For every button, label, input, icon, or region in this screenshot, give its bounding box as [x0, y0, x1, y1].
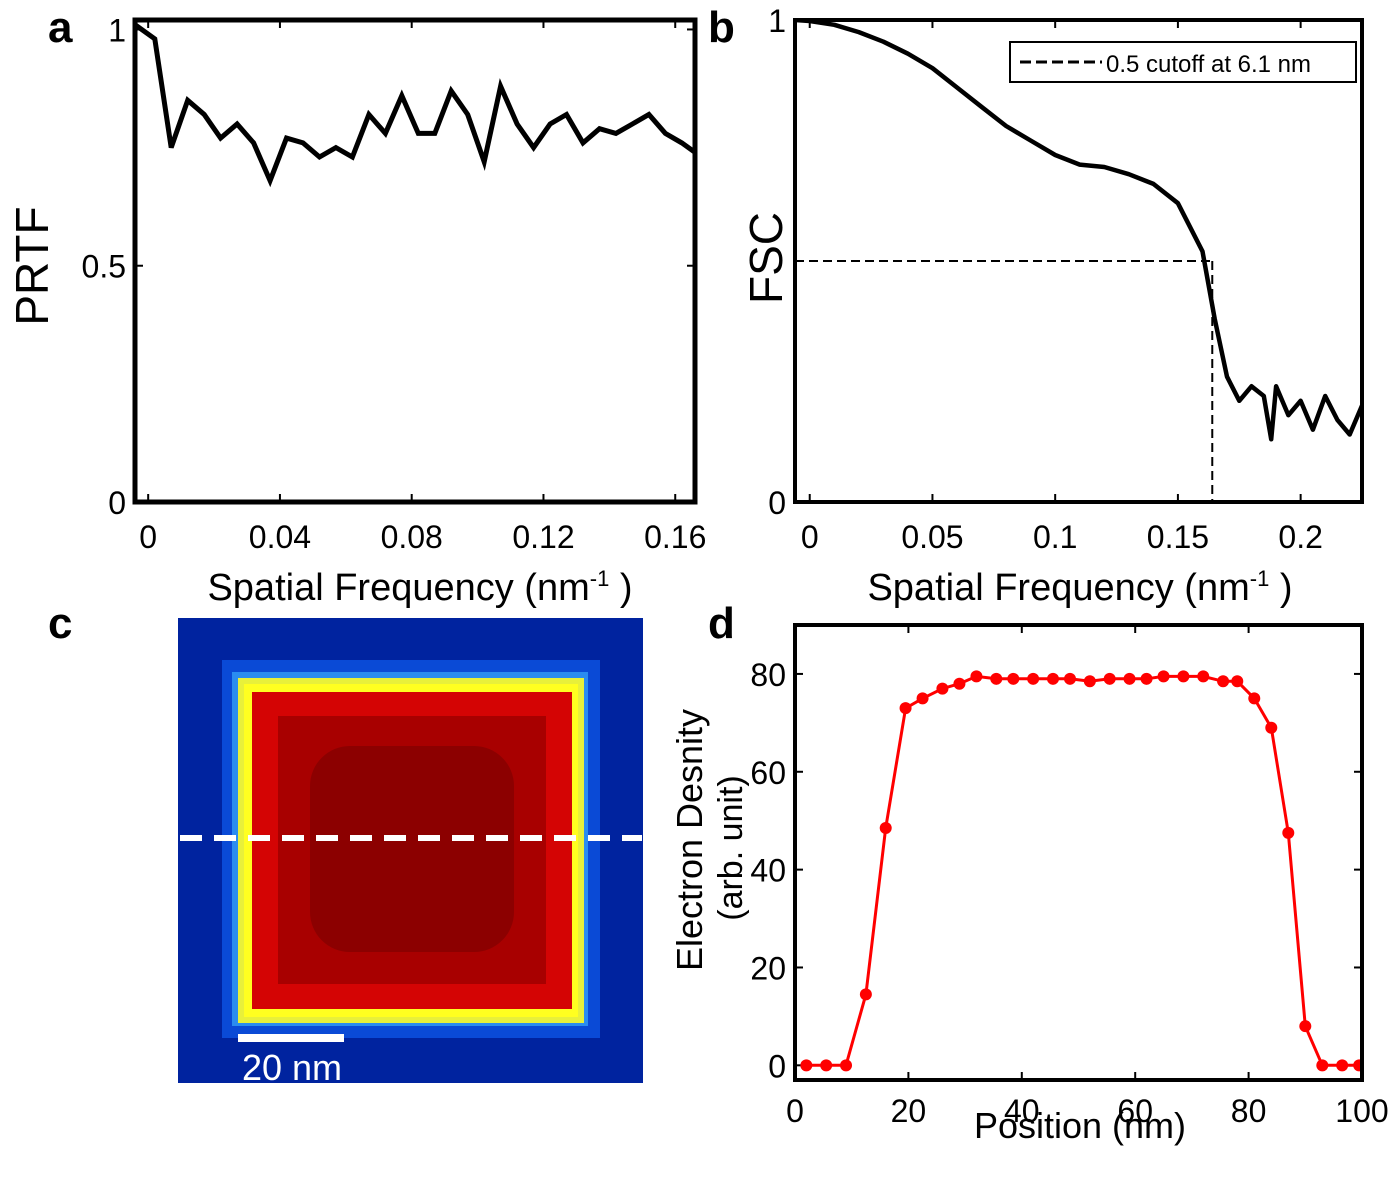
panel-d-y-tick-label: 0 [768, 1048, 786, 1084]
panel-a-y-axis-label: PRTF [6, 206, 58, 325]
panel-label-d: d [708, 599, 735, 648]
panel-d-data-point [970, 670, 983, 683]
panel-d-points [800, 670, 1362, 1072]
panel-d-tick-labels: 0 20 40 60 80 100 0 20 40 60 80 [750, 657, 1388, 1129]
panel-c-core-center [310, 746, 514, 952]
panel-a-y-tick-label: 0 [108, 485, 126, 521]
panel-d-series [800, 670, 1362, 1072]
panel-d-data-point [820, 1059, 833, 1072]
panel-d-x-axis-label: Position (nm) [974, 1105, 1186, 1146]
panel-b-x-tick-label: 0 [801, 519, 819, 555]
panel-d-data-point [1157, 670, 1170, 683]
panel-d-x-tick-label: 80 [1231, 1093, 1267, 1129]
panel-d-x-tick-label: 40 [1004, 1093, 1040, 1129]
panel-b-y-tick-label: 0 [768, 485, 786, 521]
panel-d-data-point [1083, 675, 1096, 688]
panel-d-x-tick-label: 20 [891, 1093, 927, 1129]
panel-a-y-tick-label: 1 [108, 12, 126, 48]
panel-b-x-axis-label: Spatial Frequency (nm-1 ) [867, 566, 1292, 609]
panel-a-x-tick-label: 0 [139, 519, 157, 555]
panel-a-plot-frame [132, 17, 698, 505]
panel-a-series [135, 22, 695, 188]
panel-b-x-tick-label: 0.15 [1147, 519, 1209, 555]
panel-b-plot-frame [793, 18, 1364, 504]
panel-d-data-point [1265, 721, 1278, 734]
panel-a-x-tick-label: 0.16 [644, 519, 706, 555]
panel-label-c: c [48, 599, 72, 648]
panel-b-series [795, 20, 1362, 502]
panel-d-y-tick-label: 60 [750, 755, 786, 791]
panel-c-scale-bar-label: 20 nm [242, 1047, 342, 1088]
panel-a-y-tick-label: 0.5 [82, 249, 126, 285]
panel-b-tick-labels: 0 0.05 0.1 0.15 0.2 0 1 [768, 3, 1323, 555]
panel-label-a: a [48, 3, 73, 52]
panel-d-data-point [1282, 826, 1295, 839]
panel-a-tick-labels: 0 0.04 0.08 0.12 0.16 0 0.5 1 [82, 12, 707, 555]
panel-a-x-tick-label: 0.04 [249, 519, 311, 555]
panel-d-data-point [1231, 675, 1244, 688]
panel-d-data-point [1353, 1059, 1362, 1072]
panel-d-profile-chart: 0 20 40 60 80 100 0 20 40 60 80 Position (nm) Elec… [669, 623, 1389, 1146]
panel-b-legend-box [1009, 41, 1357, 83]
panel-b-x-tick-label: 0.05 [901, 519, 963, 555]
panel-a-x-tick-label: 0.08 [381, 519, 443, 555]
panel-d-data-point [1063, 672, 1076, 685]
panel-d-y-tick-label: 40 [750, 853, 786, 889]
panel-a-x-axis-label: Spatial Frequency (nm-1 ) [207, 566, 632, 609]
panel-b-x-tick-label: 0.2 [1278, 519, 1322, 555]
panel-d-x-tick-label: 60 [1117, 1093, 1153, 1129]
panel-b-fsc-line [795, 20, 1362, 442]
panel-a-prtf-chart: 0 0.04 0.08 0.12 0.16 0 0.5 1 Spatial Frequency… [6, 12, 706, 609]
panel-d-y-axis-label: Electron Desnity [669, 709, 710, 971]
panel-d-data-point [899, 702, 912, 715]
panel-d-data-point [1299, 1020, 1312, 1033]
panel-d-data-point [859, 988, 872, 1001]
panel-d-density-line [806, 674, 1360, 1067]
panel-b-legend: 0.5 cutoff at 6.1 nm [1009, 41, 1357, 83]
panel-d-y-tick-label: 80 [750, 657, 786, 693]
panel-d-x-tick-label: 0 [786, 1093, 804, 1129]
panel-a-prtf-line [135, 22, 695, 188]
panel-b-legend-label: 0.5 cutoff at 6.1 nm [1106, 51, 1311, 78]
panel-d-data-point [990, 672, 1003, 685]
panel-d-data-point [800, 1059, 813, 1072]
panel-d-x-tick-label: 100 [1335, 1093, 1388, 1129]
panel-d-data-point [953, 677, 966, 690]
panel-d-data-point [916, 692, 929, 705]
panel-b-x-tick-label: 0.1 [1033, 519, 1077, 555]
panel-b-y-axis-label: FSC [740, 212, 792, 304]
panel-d-y-axis-label-unit: (arb. unit) [712, 775, 750, 921]
panel-b-y-tick-label: 1 [768, 3, 786, 39]
panel-d-data-point [1123, 672, 1136, 685]
panel-c-density-map: 20 nm [178, 618, 643, 1088]
panel-c-scale-bar [238, 1034, 344, 1042]
panel-d-data-point [1177, 670, 1190, 683]
panel-a-x-tick-label: 0.12 [512, 519, 574, 555]
panel-d-y-tick-label: 20 [750, 950, 786, 986]
panel-d-data-point [1217, 675, 1230, 688]
panel-label-b: b [708, 3, 735, 52]
panel-d-data-point [1103, 672, 1116, 685]
panel-d-data-point [879, 822, 892, 835]
panel-d-data-point [1027, 672, 1040, 685]
panel-d-data-point [1197, 670, 1210, 683]
panel-a-ticks [135, 20, 695, 503]
panel-d-data-point [1007, 672, 1020, 685]
panel-d-data-point [1336, 1059, 1349, 1072]
panel-d-plot-frame [793, 623, 1364, 1082]
panel-b-fsc-chart: 0.5 cutoff at 6.1 nm 0 0.05 0.1 0.15 0.2 0 1 S… [740, 3, 1364, 609]
panel-d-data-point [840, 1059, 853, 1072]
panel-d-data-point [1140, 672, 1153, 685]
panel-d-data-point [1248, 692, 1261, 705]
panel-d-data-point [1316, 1059, 1329, 1072]
panel-d-data-point [936, 682, 949, 695]
panel-d-data-point [1046, 672, 1059, 685]
panel-d-ticks [794, 625, 1363, 1080]
